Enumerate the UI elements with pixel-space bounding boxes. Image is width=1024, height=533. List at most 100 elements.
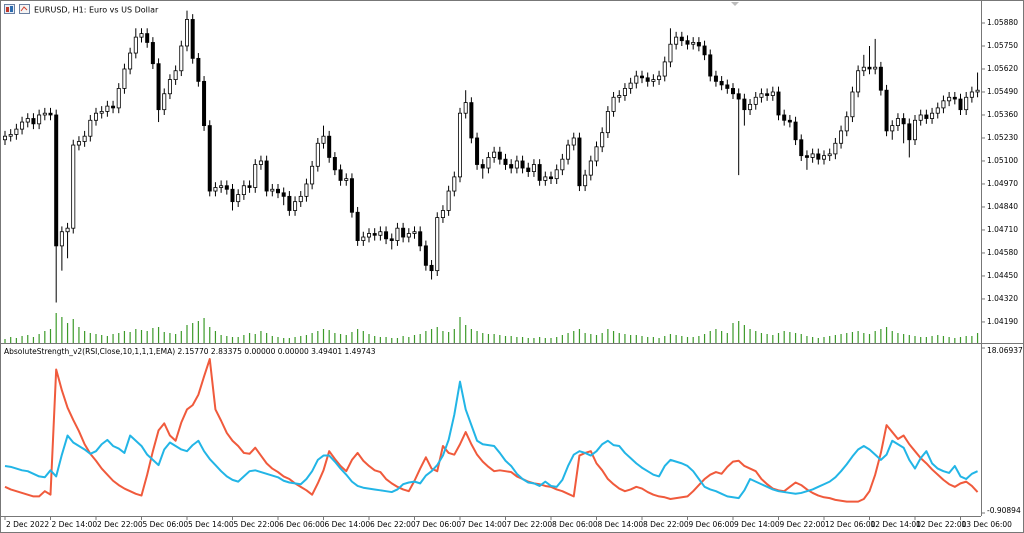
volume-bar: [760, 333, 763, 343]
volume-bar: [266, 333, 268, 343]
volume-bar: [874, 331, 876, 343]
candle-body: [634, 75, 639, 84]
scroll-marker: [731, 2, 739, 6]
candle-body: [696, 42, 701, 47]
candle-body: [236, 194, 241, 203]
candle-body: [588, 160, 593, 176]
volume-bar: [658, 338, 660, 343]
volume-bar: [214, 331, 217, 343]
candle-body: [133, 36, 138, 54]
candle-body: [526, 167, 531, 172]
volume-bar: [288, 338, 290, 343]
volume-bar: [442, 331, 444, 343]
candle-body: [941, 100, 946, 109]
candle-body: [179, 45, 184, 72]
volume-bar: [595, 335, 598, 343]
volume-bar: [755, 331, 757, 343]
volume-bar: [237, 337, 239, 343]
candle-body: [111, 105, 116, 109]
candle-body: [731, 88, 736, 95]
volume-bar: [4, 339, 6, 343]
candle-body: [122, 68, 127, 89]
candle-body: [71, 144, 76, 229]
candle-body: [184, 19, 189, 47]
volume-bar: [561, 335, 563, 343]
volume-bar: [220, 335, 222, 343]
volume-bar: [914, 336, 916, 343]
candle-body: [753, 96, 758, 105]
candle-body: [662, 61, 667, 77]
volume-bar: [192, 323, 194, 343]
candle-body: [298, 195, 303, 203]
volume-bar: [322, 329, 325, 343]
candle-body: [782, 114, 787, 121]
candle-body: [332, 157, 337, 171]
volume-bar: [556, 337, 558, 343]
volume-bar: [44, 331, 46, 343]
volume-bar: [618, 333, 620, 343]
volume-bar: [891, 331, 893, 343]
volume-bar: [590, 334, 592, 343]
candle-body: [651, 79, 656, 82]
volume-bar: [203, 318, 205, 343]
candle-body: [457, 112, 462, 178]
candle-body: [713, 75, 718, 82]
volume-bar: [851, 332, 854, 343]
volume-bar: [157, 327, 160, 343]
candle-body: [167, 79, 172, 95]
x-tick-label: 5 Dec 14:00: [188, 520, 234, 529]
icon-detail: [10, 6, 13, 12]
volume-bar: [664, 336, 666, 343]
icon-detail: [6, 7, 9, 12]
candle-body: [378, 231, 383, 236]
candle-body: [520, 160, 525, 169]
volume-bar: [317, 331, 319, 343]
candle-body: [679, 36, 684, 42]
volume-bar: [49, 329, 52, 343]
volume-bar: [567, 333, 569, 343]
candle-body: [25, 118, 30, 123]
volume-bar: [675, 335, 677, 343]
volume-bar: [601, 333, 603, 343]
volume-bar: [743, 325, 745, 343]
candle-body: [344, 178, 349, 181]
y-tick-label: 1.05880: [987, 18, 1018, 27]
candle-body: [560, 158, 565, 171]
candle-body: [76, 141, 81, 146]
volume-bar: [118, 333, 120, 343]
volume-bar: [726, 333, 728, 343]
candle-body: [418, 231, 423, 247]
candle-body: [258, 160, 263, 165]
candle-body: [94, 112, 99, 121]
volume-bar: [544, 338, 546, 343]
candle-body: [748, 103, 753, 111]
candle-body: [469, 102, 474, 139]
candle-body: [20, 121, 25, 130]
x-tick-label: 5 Dec 22:00: [234, 520, 280, 529]
candle-body: [372, 233, 377, 236]
y-tick-label: 1.05620: [987, 64, 1018, 73]
candle-body: [99, 111, 104, 114]
volume-bar: [641, 336, 643, 343]
volume-bar: [578, 329, 581, 343]
volume-bar: [794, 333, 797, 343]
candle-body: [969, 91, 974, 98]
volume-bar: [868, 334, 871, 343]
volume-bar: [186, 325, 188, 343]
candle-body: [566, 144, 571, 160]
candle-body: [657, 75, 662, 80]
window-icon[interactable]: [4, 4, 15, 14]
restore-icon[interactable]: [19, 4, 30, 14]
candle-body: [42, 112, 47, 116]
candle-body: [31, 118, 36, 125]
volume-bar: [681, 336, 683, 343]
candle-body: [668, 43, 673, 63]
volume-bar: [607, 329, 609, 343]
candle-body: [207, 125, 212, 192]
volume-bar: [459, 317, 461, 343]
candle-body: [952, 96, 957, 100]
candle-body: [401, 227, 406, 238]
volume-bar: [419, 334, 421, 343]
candle-body: [895, 118, 900, 126]
volume-bar: [703, 334, 706, 343]
